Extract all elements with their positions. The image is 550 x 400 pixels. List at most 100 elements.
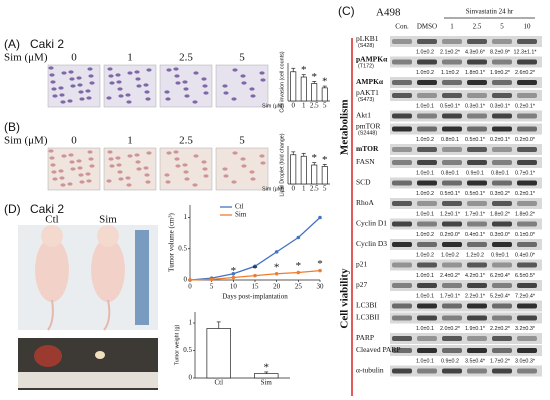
quantification: 0.5±0.1* xyxy=(465,137,486,143)
x-tick-label: Sim xyxy=(261,379,273,387)
cell-stain xyxy=(69,160,75,164)
dose: 2.5 xyxy=(179,135,193,147)
group-label: Cell viability xyxy=(339,268,351,329)
blot-band xyxy=(467,201,487,206)
cell-stain xyxy=(135,160,141,164)
x-tick-label: 25 xyxy=(295,283,303,291)
lane-label: 2.5 xyxy=(473,23,482,31)
blot-band xyxy=(467,93,487,98)
bar xyxy=(300,76,307,102)
quantification: 2.0±0.2* xyxy=(440,326,461,332)
blot-band xyxy=(417,283,437,288)
blot-strip xyxy=(390,36,542,47)
cell-stain xyxy=(249,170,255,174)
blot-band xyxy=(492,368,512,374)
quantification: 1.0±0.1 xyxy=(416,103,434,109)
quantification: 1.0±0.2 xyxy=(441,252,459,258)
cell-stain xyxy=(89,164,95,168)
blot-band xyxy=(417,336,437,341)
significance: * xyxy=(312,71,318,83)
quantification: 0.7±0.1* xyxy=(515,170,536,176)
blot-band xyxy=(442,303,462,309)
blot-band xyxy=(467,147,487,152)
protein-name: pmTOR xyxy=(356,122,380,131)
quantification: 0.3±0.1* xyxy=(465,103,486,109)
quantification: 1.0±0.2 xyxy=(416,70,434,76)
quantification: 0.1±0.0* xyxy=(515,232,536,238)
cell-stain xyxy=(79,97,85,101)
blot-band xyxy=(442,283,462,288)
blot-band xyxy=(417,160,437,165)
x-axis-label: Sim (μM) xyxy=(262,103,284,109)
quantification: 4.2±0.1* xyxy=(465,273,486,279)
quantification: 2.1±0.2* xyxy=(440,49,461,55)
blot-band xyxy=(442,242,462,247)
blot-band xyxy=(517,126,537,132)
blot-band xyxy=(442,315,462,321)
quantification: 1.9±0.1* xyxy=(465,326,486,332)
cell-stain xyxy=(58,86,64,90)
blot-strip xyxy=(390,259,542,271)
cell-stain xyxy=(77,166,83,170)
cell-stain xyxy=(203,91,209,95)
quantification: 1.7±0.2* xyxy=(490,358,511,364)
cell-stain xyxy=(203,174,209,178)
cell-stain xyxy=(182,80,188,84)
protein-name: LC3BII xyxy=(356,313,380,322)
blot-band xyxy=(467,262,487,268)
protein-name: α-tubulin xyxy=(356,366,384,375)
lane-label: 10 xyxy=(524,23,532,31)
cell-stain xyxy=(116,80,122,84)
cell-stain xyxy=(249,87,255,91)
y-tick-label: 0.5 xyxy=(178,244,187,252)
dose: 5 xyxy=(239,135,245,147)
cell-stain xyxy=(135,77,141,81)
blot-band xyxy=(442,348,462,353)
cell-stain xyxy=(67,99,73,103)
blot-strip xyxy=(390,123,542,135)
cell-stain xyxy=(145,180,151,184)
blot-strip xyxy=(390,110,542,122)
blot-band xyxy=(517,93,537,98)
blot-band xyxy=(492,39,512,44)
cell-stain xyxy=(184,177,190,181)
x-tick-label: 2.5 xyxy=(310,185,319,193)
cell-stain xyxy=(79,180,85,184)
site: (T172) xyxy=(358,63,374,69)
cell-stain xyxy=(259,154,265,158)
cell-stain xyxy=(201,77,207,81)
cell-stain xyxy=(76,159,82,163)
blot-band xyxy=(467,59,487,65)
significance: * xyxy=(231,265,237,277)
group-label: Metabolism xyxy=(339,99,351,155)
blot-band xyxy=(442,201,462,206)
blot-band xyxy=(442,93,462,98)
protein-name: Akt1 xyxy=(356,111,371,120)
y-tick-label: 0 xyxy=(184,276,188,284)
quantification: 0.9±0.1 xyxy=(466,170,484,176)
point xyxy=(253,264,257,269)
cell-stain xyxy=(184,94,190,98)
blot-band xyxy=(417,180,437,186)
quantification: 1.0±0.2 xyxy=(416,232,434,238)
blot-band xyxy=(467,39,487,44)
blot-strip xyxy=(390,239,542,250)
significance: * xyxy=(317,258,323,270)
blot-strip xyxy=(390,56,542,68)
quantification: 1.0±0.2 xyxy=(416,137,434,143)
cell-line: A498 xyxy=(376,7,401,19)
significance: * xyxy=(252,263,258,275)
quantification: 1.0±0.1 xyxy=(416,358,434,364)
significance: * xyxy=(274,261,280,273)
quantification: 1.0±0.1 xyxy=(416,211,434,217)
blot-band xyxy=(392,348,412,353)
blot-strip xyxy=(390,177,542,189)
quantification: 1.8±0.1* xyxy=(465,70,486,76)
cell-stain xyxy=(193,154,199,158)
group-label: Ctl xyxy=(45,214,58,226)
blot-band xyxy=(392,180,412,186)
x-axis-label: Days post-implantation xyxy=(222,293,288,301)
blot-band xyxy=(517,180,537,186)
cell-stain xyxy=(223,174,229,178)
cell-stain xyxy=(126,183,132,187)
